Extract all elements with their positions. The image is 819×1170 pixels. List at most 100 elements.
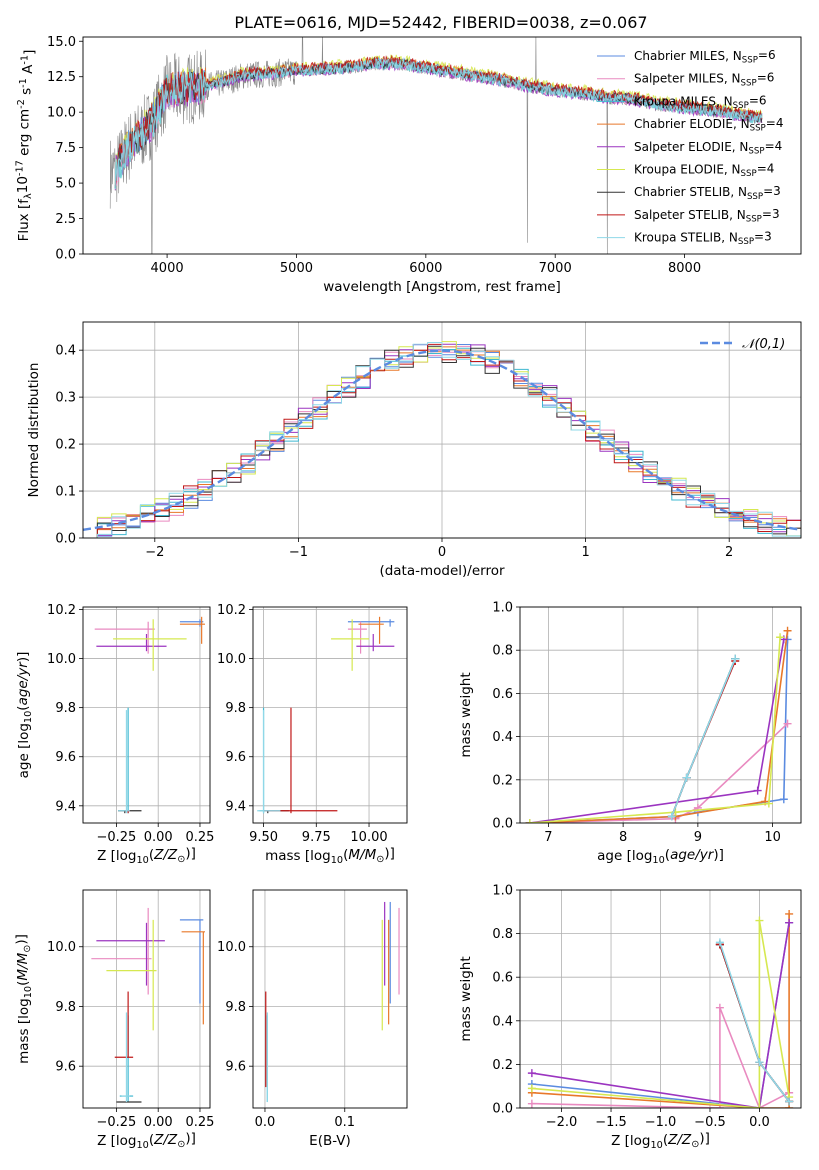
axes-frame <box>252 606 408 824</box>
legend-label-8: Kroupa STELIB, NSSP​=3 <box>634 230 772 248</box>
weight-line-4 <box>529 639 785 823</box>
weight-point-1 <box>783 719 792 728</box>
x-tick-label: 5000 <box>280 261 313 276</box>
weight-line-0 <box>529 639 789 823</box>
legend-label-5: Kroupa ELODIE, NSSP​=4 <box>634 161 774 179</box>
y-axis-label: Flux [fλ​10-17​ erg cm-2​ s-1​ A-1​] <box>14 50 37 242</box>
plot-area <box>91 907 205 1103</box>
plot-area <box>527 909 794 1108</box>
y-axis-label: age [log10​(age/yr)] <box>15 652 34 779</box>
weight-point-1 <box>527 1099 536 1108</box>
x-axis-label: Z [log10​(Z/Z⊙​)] <box>97 846 196 866</box>
x-tick-label: 0.25 <box>185 1115 214 1130</box>
x-tick-label: 10.00 <box>350 830 387 845</box>
plot-area <box>525 626 792 823</box>
x-tick-label: 10 <box>764 830 781 845</box>
y-tick-label: 10.0 <box>217 940 246 955</box>
axes-frame <box>252 889 408 1109</box>
x-tick-label: 0.00 <box>144 1115 173 1130</box>
weight-line-7 <box>719 944 790 1102</box>
axes-frame <box>82 606 211 824</box>
y-tick-label: 0.8 <box>492 927 513 942</box>
weight-point-8 <box>755 1058 764 1067</box>
y-tick-label: 1.0 <box>492 601 513 616</box>
y-axis-label: Normed distribution <box>26 363 42 498</box>
legend-label-3: Chabrier ELODIE, NSSP​=4 <box>634 116 783 134</box>
x-tick-label: 9.50 <box>249 830 278 845</box>
x-tick-label: −1.0 <box>645 1115 677 1130</box>
residual-hist-8 <box>96 342 801 538</box>
x-tick-label: 0.25 <box>185 830 214 845</box>
plot-area <box>83 341 801 538</box>
weight-line-6 <box>719 944 790 1102</box>
normal-reference-curve <box>83 349 801 531</box>
x-tick-label: 2 <box>725 545 733 560</box>
weight-line-1 <box>529 723 789 823</box>
legend-label-1: Salpeter MILES, NSSP​=6 <box>634 71 774 89</box>
weight-line-3 <box>529 630 789 823</box>
weight-point-0 <box>779 795 788 804</box>
age-vs-metallicity-axes: −0.25 0.00 0.25 9.4 9.6 9.8 10.0 10.2 Z [log10​(… <box>15 603 215 866</box>
axes-frame <box>82 889 211 1109</box>
weight-point-8 <box>682 773 691 782</box>
y-tick-label: 0.1 <box>55 485 76 500</box>
legend-label-0: Chabrier MILES, NSSP​=6 <box>634 48 776 66</box>
weight-point-5 <box>527 1084 536 1093</box>
legend-label-4: Salpeter ELODIE, NSSP​=4 <box>634 139 782 157</box>
x-tick-label: 8000 <box>668 261 701 276</box>
x-tick-label: 0.0 <box>255 1115 276 1130</box>
age-vs-mass-axes: 9.50 9.75 10.00 9.4 9.6 9.8 10.0 10.2 mass [log1… <box>217 603 408 866</box>
weight-line-8 <box>670 658 736 817</box>
axes-frame <box>519 889 802 1109</box>
weight-point-1 <box>715 1003 724 1012</box>
mass-weight-vs-age-axes: 7 8 9 10 0.0 0.2 0.4 0.6 0.8 1.0 age [log10​(age/y… <box>458 601 802 866</box>
y-tick-label: 9.6 <box>225 1060 246 1075</box>
y-tick-label: 0.3 <box>55 391 76 406</box>
y-tick-label: 0.4 <box>492 730 513 745</box>
x-tick-label: 0.00 <box>144 830 173 845</box>
weight-point-4 <box>753 786 762 795</box>
legend-label-6: Chabrier STELIB, NSSP​=3 <box>634 184 781 202</box>
weight-point-8 <box>667 812 676 821</box>
y-tick-label: 0.0 <box>492 817 513 832</box>
y-axis-label: mass weight <box>458 956 474 1041</box>
plot-area <box>265 901 400 1103</box>
x-tick-label: −0.5 <box>694 1115 726 1130</box>
x-tick-label: 9 <box>694 830 702 845</box>
weight-point-5 <box>764 799 773 808</box>
y-tick-label: 10.0 <box>217 652 246 667</box>
weight-line-8 <box>719 942 790 1102</box>
y-tick-label: 5.0 <box>55 177 76 192</box>
y-axis-label: mass weight <box>458 672 474 757</box>
y-tick-label: 10.2 <box>217 603 246 618</box>
weight-point-8 <box>715 938 724 947</box>
x-axis-label: wavelength [Angstrom, rest frame] <box>323 279 561 295</box>
y-tick-label: 0.4 <box>55 344 76 359</box>
x-tick-label: −2 <box>145 545 164 560</box>
y-tick-label: 9.4 <box>55 799 76 814</box>
y-tick-label: 10.0 <box>47 106 76 121</box>
x-axis-label: Z [log10​(Z/Z⊙​)] <box>97 1131 196 1151</box>
axes-frame <box>519 606 802 824</box>
x-tick-label: 9.75 <box>302 830 331 845</box>
x-tick-label: −1.5 <box>595 1115 627 1130</box>
weight-line-5 <box>531 920 790 1108</box>
weight-line-3 <box>531 914 790 1108</box>
y-tick-label: 0.6 <box>492 687 513 702</box>
y-tick-label: 0.4 <box>492 1014 513 1029</box>
axes-frame <box>82 321 802 539</box>
x-axis-label: (data-model)/error <box>379 563 505 579</box>
y-tick-label: 10.0 <box>47 940 76 955</box>
y-tick-label: 9.8 <box>55 1000 76 1015</box>
y-tick-label: 9.8 <box>225 1000 246 1015</box>
x-axis-label: Z [log10​(Z/Z⊙​)] <box>611 1131 710 1151</box>
weight-point-5 <box>776 633 785 642</box>
y-tick-label: 0.0 <box>492 1102 513 1117</box>
y-tick-label: 9.6 <box>225 750 246 765</box>
y-tick-label: 9.6 <box>55 1060 76 1075</box>
x-axis-label: mass [log10​(M/M⊙​)] <box>265 846 395 866</box>
y-tick-label: 0.6 <box>492 971 513 986</box>
legend-normal-label: 𝒩(0,1) <box>742 337 785 352</box>
x-axis-label: age [log10​(age/yr)] <box>597 847 724 866</box>
